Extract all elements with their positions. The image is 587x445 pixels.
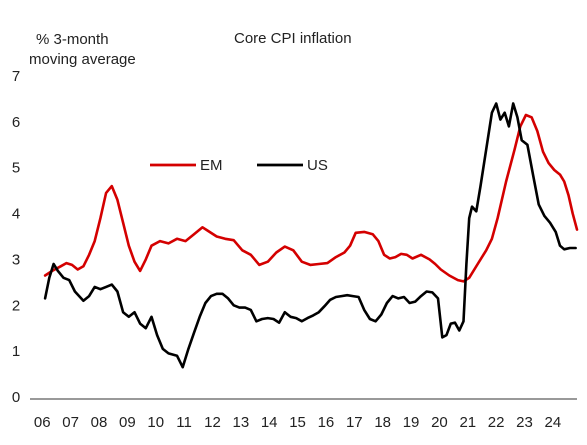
x-tick-label: 09 <box>119 414 136 431</box>
x-tick-label: 23 <box>516 414 533 431</box>
x-tick-labels: 06 07 08 09 10 11 12 13 14 15 16 17 18 19 20 21 22 23 24 <box>34 414 561 431</box>
y-tick-label: 3 <box>12 251 20 268</box>
y-axis-label-line-2: moving average <box>29 51 136 68</box>
x-tick-label: 06 <box>34 414 51 431</box>
y-axis-label-line-1: % 3-month <box>36 31 109 48</box>
x-tick-label: 11 <box>176 414 192 431</box>
series-line-us <box>43 102 577 369</box>
y-tick-label: 1 <box>12 343 20 360</box>
x-tick-label: 12 <box>204 414 221 431</box>
y-tick-label: 0 <box>12 389 20 406</box>
x-tick-label: 24 <box>545 414 562 431</box>
x-tick-label: 20 <box>431 414 448 431</box>
series-lines <box>43 102 579 369</box>
y-tick-label: 2 <box>12 297 20 314</box>
x-tick-label: 21 <box>459 414 476 431</box>
y-tick-label: 6 <box>12 114 20 131</box>
legend: EM US <box>150 157 328 174</box>
x-tick-label: 14 <box>261 414 278 431</box>
chart-title: Core CPI inflation <box>234 30 352 47</box>
x-tick-label: 22 <box>488 414 505 431</box>
legend-label-em: EM <box>200 157 223 174</box>
legend-label-us: US <box>307 157 328 174</box>
x-tick-label: 13 <box>232 414 249 431</box>
x-tick-label: 17 <box>346 414 363 431</box>
x-tick-label: 19 <box>403 414 420 431</box>
x-tick-label: 18 <box>374 414 391 431</box>
x-tick-label: 15 <box>289 414 306 431</box>
y-tick-labels: 0 1 2 3 4 5 6 7 <box>12 68 20 406</box>
y-tick-label: 4 <box>12 206 20 223</box>
x-tick-label: 16 <box>318 414 335 431</box>
x-tick-label: 08 <box>91 414 108 431</box>
y-tick-label: 7 <box>12 68 20 85</box>
x-tick-label: 07 <box>62 414 79 431</box>
series-line-em <box>43 113 579 283</box>
x-tick-label: 10 <box>147 414 164 431</box>
y-tick-label: 5 <box>12 160 20 177</box>
